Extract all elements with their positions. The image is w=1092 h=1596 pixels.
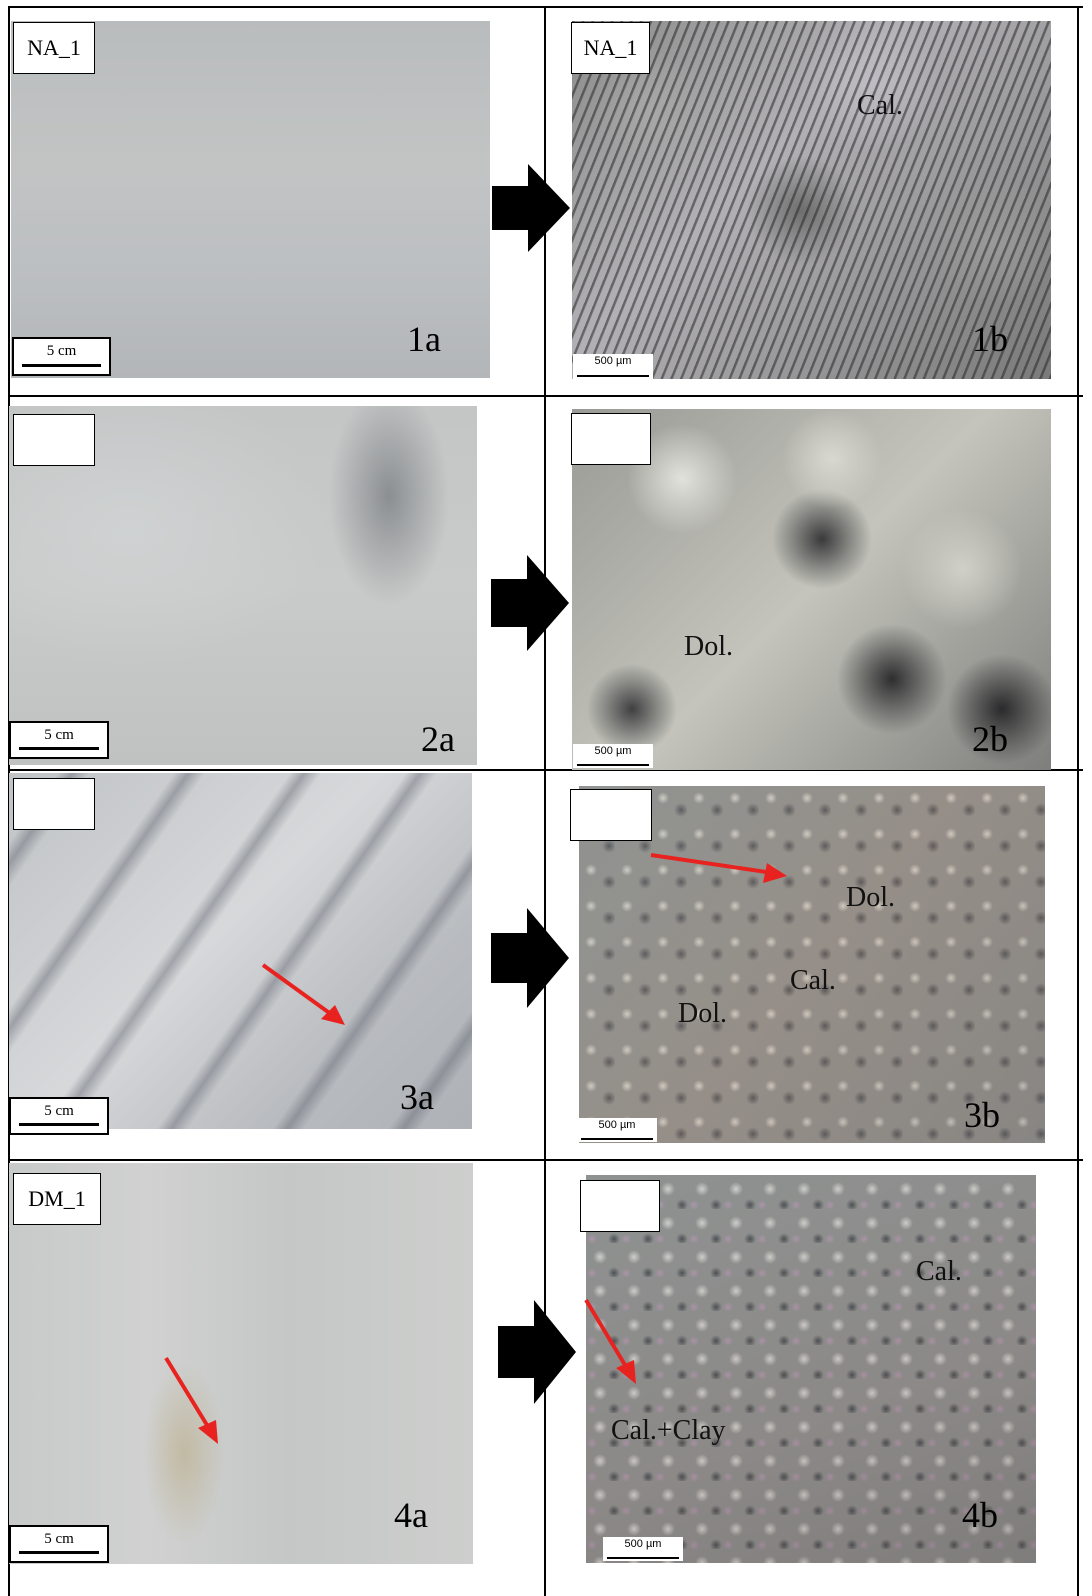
scale-line xyxy=(19,1123,99,1126)
panel-id-3a: 3a xyxy=(400,1077,434,1117)
mineral-label: Dol. xyxy=(678,998,727,1029)
panel-id-2a: 2a xyxy=(421,719,455,759)
scale-label: 5 cm xyxy=(46,343,77,359)
scale-bar-5cm: 5 cm xyxy=(12,337,111,376)
transition-arrow-icon xyxy=(492,164,570,252)
mineral-label: Cal.+Clay xyxy=(611,1415,726,1446)
sample-label: DM_1 xyxy=(13,1173,101,1225)
panel-id-2b: 2b xyxy=(972,719,1008,759)
transition-arrow-icon xyxy=(491,555,569,651)
panel-id-1a: 1a xyxy=(407,319,441,359)
mineral-label: Cal. xyxy=(857,90,903,121)
scale-label: 5 cm xyxy=(44,727,74,743)
scale-line xyxy=(19,747,99,750)
hand-specimen-photo-1a xyxy=(11,21,490,378)
annotation-arrow-icon xyxy=(261,963,345,1025)
mineral-label: Dol. xyxy=(846,882,895,913)
micro-scale-label: 500 µm xyxy=(594,745,632,757)
panel-id-3b: 3b xyxy=(964,1095,1000,1135)
micro-scale-label: 500 µm xyxy=(594,355,632,367)
micro-scale-bar: 500 µm xyxy=(603,1537,683,1561)
sample-label xyxy=(13,414,95,466)
thin-section-micrograph-1b xyxy=(572,21,1051,379)
micro-scale-line xyxy=(577,764,649,766)
micro-scale-line xyxy=(577,375,649,377)
micro-scale-line xyxy=(581,1138,653,1140)
micro-scale-bar: 500 µm xyxy=(577,1118,657,1142)
annotation-arrow-icon xyxy=(164,1356,218,1444)
transition-arrow-icon xyxy=(491,908,569,1008)
transition-arrow-icon xyxy=(498,1300,576,1404)
sample-label xyxy=(13,778,95,830)
grid-line-middle xyxy=(544,6,546,1596)
grid-line-right xyxy=(1077,6,1079,1596)
annotation-arrow-icon xyxy=(584,1298,636,1384)
scale-line xyxy=(19,1551,99,1554)
panel-id-4a: 4a xyxy=(394,1495,428,1535)
sample-label: NA_1 xyxy=(13,22,95,74)
hand-specimen-photo-4a xyxy=(9,1163,473,1564)
sample-label xyxy=(570,789,652,841)
micro-scale-label: 500 µm xyxy=(598,1119,636,1131)
hand-specimen-photo-3a xyxy=(9,773,472,1129)
thin-section-micrograph-2b xyxy=(572,409,1051,770)
sample-label xyxy=(580,1180,660,1232)
scale-bar-5cm: 5 cm xyxy=(9,1097,109,1135)
sample-label: NA_1 xyxy=(571,22,650,74)
mineral-label: Cal. xyxy=(790,965,836,996)
micro-scale-label: 500 µm xyxy=(624,1538,662,1550)
scale-bar-5cm: 5 cm xyxy=(9,721,109,759)
scale-line xyxy=(22,364,101,367)
scale-label: 5 cm xyxy=(44,1103,74,1119)
mineral-label: Cal. xyxy=(916,1256,962,1287)
mineral-label: Dol. xyxy=(684,631,733,662)
annotation-arrow-icon xyxy=(650,853,787,883)
micro-scale-line xyxy=(607,1557,679,1559)
panel-id-4b: 4b xyxy=(962,1495,998,1535)
micro-scale-bar: 500 µm xyxy=(573,354,653,379)
scale-label: 5 cm xyxy=(44,1531,74,1547)
micro-scale-bar: 500 µm xyxy=(573,744,653,768)
thin-section-micrograph-3b xyxy=(579,786,1045,1143)
panel-id-1b: 1b xyxy=(972,319,1008,359)
scale-bar-5cm: 5 cm xyxy=(9,1525,109,1563)
thin-section-micrograph-4b xyxy=(586,1175,1036,1563)
sample-label xyxy=(571,413,651,465)
